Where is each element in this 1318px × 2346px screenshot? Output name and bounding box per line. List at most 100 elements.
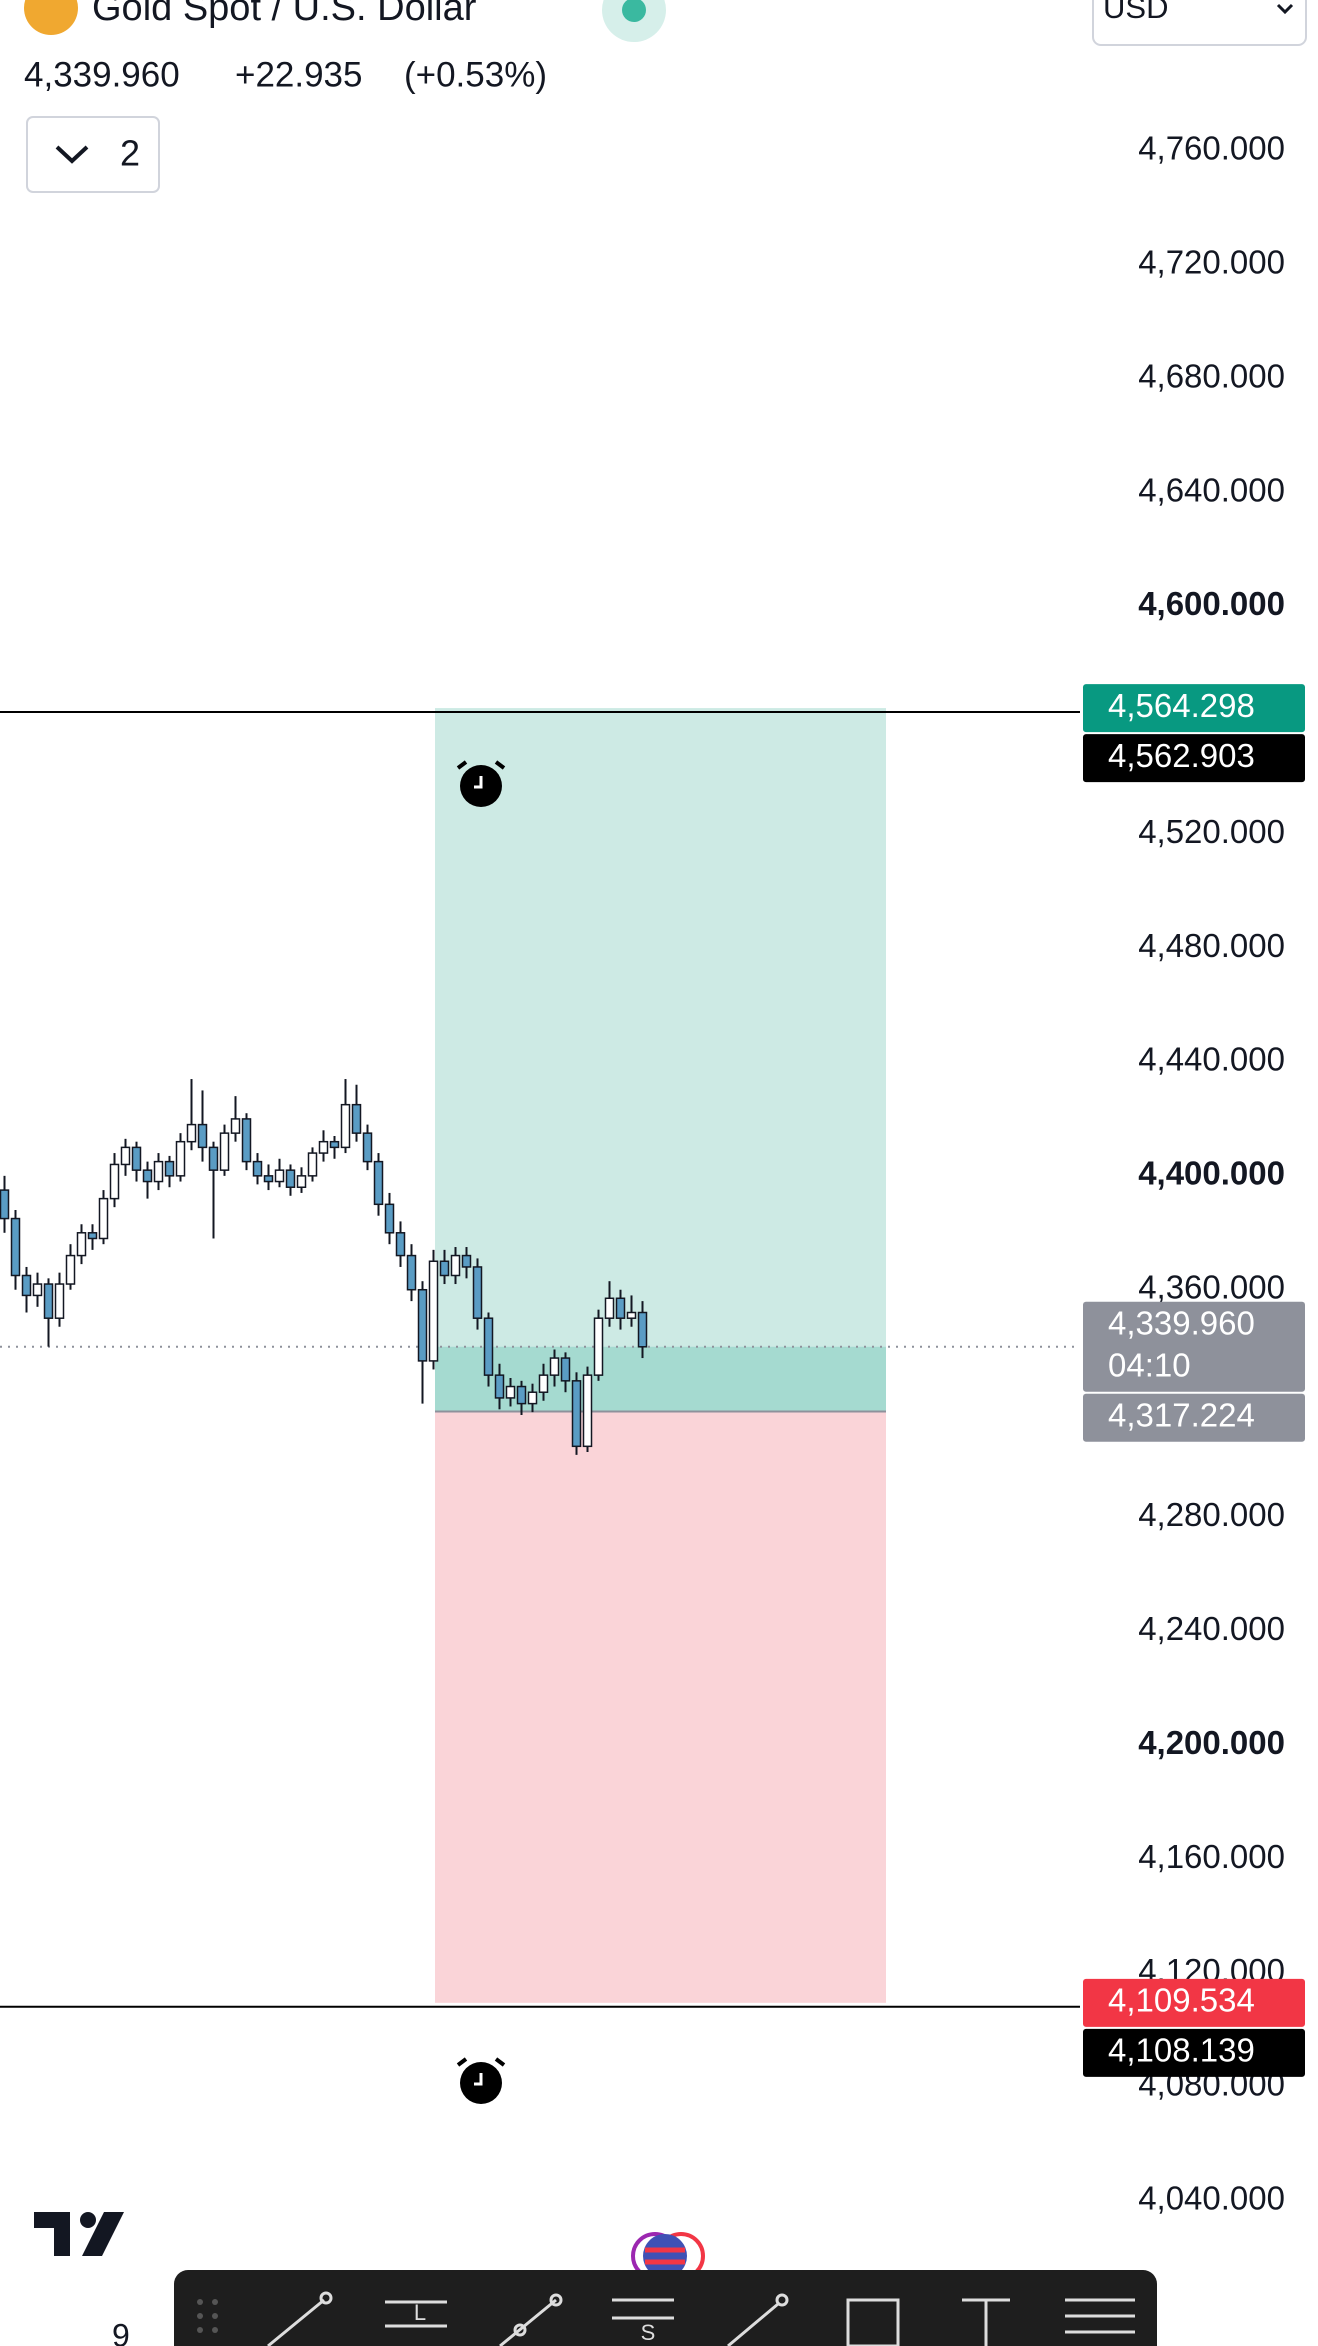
tool-label: L bbox=[414, 2300, 426, 2325]
currency-select[interactable] bbox=[1092, 0, 1307, 46]
candle-body bbox=[252, 1160, 263, 1177]
toggle-chevron bbox=[55, 145, 89, 164]
badge-sublabel: 04:10 bbox=[1108, 1347, 1191, 1384]
ray-tool[interactable] bbox=[499, 2298, 557, 2346]
candle-body bbox=[527, 1391, 538, 1405]
y-tick-label: 4,040.000 bbox=[1138, 2180, 1285, 2217]
y-tick-label: 4,200.000 bbox=[1138, 1724, 1285, 1761]
candle-body bbox=[593, 1317, 604, 1376]
candle-body bbox=[494, 1374, 505, 1399]
candle-body bbox=[505, 1385, 516, 1399]
loss-zone bbox=[435, 1411, 886, 2003]
candle-body bbox=[329, 1140, 340, 1149]
arrow-tool[interactable] bbox=[727, 2302, 779, 2346]
y-tick-label: 4,400.000 bbox=[1138, 1155, 1285, 1192]
candle-body bbox=[472, 1266, 483, 1319]
candle-body bbox=[153, 1160, 164, 1183]
candle-body bbox=[109, 1163, 120, 1200]
price-badge: 4,562.903 bbox=[1083, 734, 1305, 783]
price-badge: 4,339.960 04:10 bbox=[1083, 1301, 1305, 1392]
price-badge: 4,564.298 bbox=[1083, 684, 1305, 733]
last-price: 4,339.960 bbox=[24, 55, 180, 94]
candle-body bbox=[626, 1311, 637, 1319]
badge-background bbox=[1083, 1393, 1305, 1442]
candle-body bbox=[483, 1317, 494, 1376]
candle-body bbox=[186, 1123, 197, 1143]
horizontal-tool[interactable] bbox=[385, 2300, 447, 2328]
candle-body bbox=[604, 1297, 615, 1319]
currency: USD bbox=[1103, 0, 1168, 25]
status-dot bbox=[622, 0, 646, 22]
price-change: +22.935 bbox=[235, 55, 363, 94]
candle-body bbox=[516, 1385, 527, 1405]
toolbar-background bbox=[174, 2270, 1157, 2346]
y-tick-label: 4,360.000 bbox=[1138, 1268, 1285, 1305]
badge-background bbox=[1083, 1978, 1305, 2027]
candle-body bbox=[637, 1311, 648, 1348]
candle-body bbox=[417, 1288, 428, 1362]
candle-body bbox=[351, 1103, 362, 1134]
text-tool[interactable] bbox=[962, 2298, 1010, 2346]
candle-body bbox=[32, 1283, 43, 1297]
price-badge: 4,317.224 bbox=[1083, 1393, 1305, 1442]
candle-body bbox=[318, 1140, 329, 1154]
candle-body bbox=[120, 1146, 131, 1166]
trend-line-tool[interactable] bbox=[267, 2298, 325, 2346]
candle-body bbox=[307, 1152, 318, 1177]
candle-body bbox=[0, 1189, 10, 1220]
alert-icon bbox=[456, 2057, 506, 2104]
candle-body bbox=[263, 1175, 274, 1183]
y-tick-label: 4,720.000 bbox=[1138, 243, 1285, 280]
candle-body bbox=[54, 1283, 65, 1319]
badge-label: 4,109.534 bbox=[1108, 1982, 1255, 2019]
candle-body bbox=[76, 1232, 87, 1257]
candle-body bbox=[43, 1283, 54, 1319]
plot-area bbox=[0, 708, 1080, 2008]
candle-body bbox=[571, 1380, 582, 1448]
candle-body bbox=[175, 1140, 186, 1177]
position-tool[interactable] bbox=[612, 2298, 674, 2320]
candle-body bbox=[340, 1103, 351, 1149]
indicators-count: 2 bbox=[120, 133, 140, 174]
candle-body bbox=[142, 1169, 153, 1183]
candle-body bbox=[461, 1254, 472, 1268]
candle-body bbox=[21, 1274, 32, 1297]
partial-label: 9 bbox=[112, 2317, 130, 2346]
candle-body bbox=[241, 1118, 252, 1163]
badge-label: 4,108.139 bbox=[1108, 2032, 1255, 2069]
badge-background bbox=[1083, 2028, 1305, 2077]
badge-background bbox=[1083, 734, 1305, 783]
y-tick-label: 4,640.000 bbox=[1138, 471, 1285, 508]
indicators-toggle[interactable] bbox=[26, 116, 160, 193]
price-axis: 4,760.000 4,720.000 4,680.000 4,640.000 4,60… bbox=[1083, 130, 1305, 2217]
tool-label: S bbox=[641, 2320, 656, 2345]
candle-body bbox=[582, 1374, 593, 1448]
symbol-title: Gold Spot / U.S. Dollar bbox=[92, 0, 477, 29]
drawing-toolbar: L S bbox=[174, 2270, 1157, 2346]
y-tick-label: 4,600.000 bbox=[1138, 585, 1285, 622]
profit-zone bbox=[435, 708, 886, 1412]
symbol-icon bbox=[24, 0, 78, 35]
candle-body bbox=[395, 1232, 406, 1257]
y-tick-label: 4,680.000 bbox=[1138, 357, 1285, 394]
y-tick-label: 4,160.000 bbox=[1138, 1838, 1285, 1875]
candle-body bbox=[362, 1132, 373, 1163]
fib-tool[interactable] bbox=[1065, 2298, 1135, 2334]
candle-body bbox=[439, 1260, 450, 1277]
badge-label: 4,339.960 bbox=[1108, 1305, 1255, 1342]
candle-body bbox=[560, 1357, 571, 1382]
y-tick-label: 4,520.000 bbox=[1138, 813, 1285, 850]
candle-body bbox=[615, 1297, 626, 1319]
candle-body bbox=[98, 1197, 109, 1240]
rectangle-tool[interactable] bbox=[846, 2298, 900, 2346]
candle-body bbox=[208, 1146, 219, 1171]
y-tick-label: 4,480.000 bbox=[1138, 927, 1285, 964]
y-tick-label: 4,280.000 bbox=[1138, 1496, 1285, 1533]
price-badge: 4,109.534 bbox=[1083, 1978, 1305, 2027]
price-badge: 4,108.139 bbox=[1083, 2028, 1305, 2077]
y-tick-label: 4,760.000 bbox=[1138, 130, 1285, 167]
tradingview-logo bbox=[34, 2212, 124, 2256]
candle-body bbox=[131, 1146, 142, 1171]
